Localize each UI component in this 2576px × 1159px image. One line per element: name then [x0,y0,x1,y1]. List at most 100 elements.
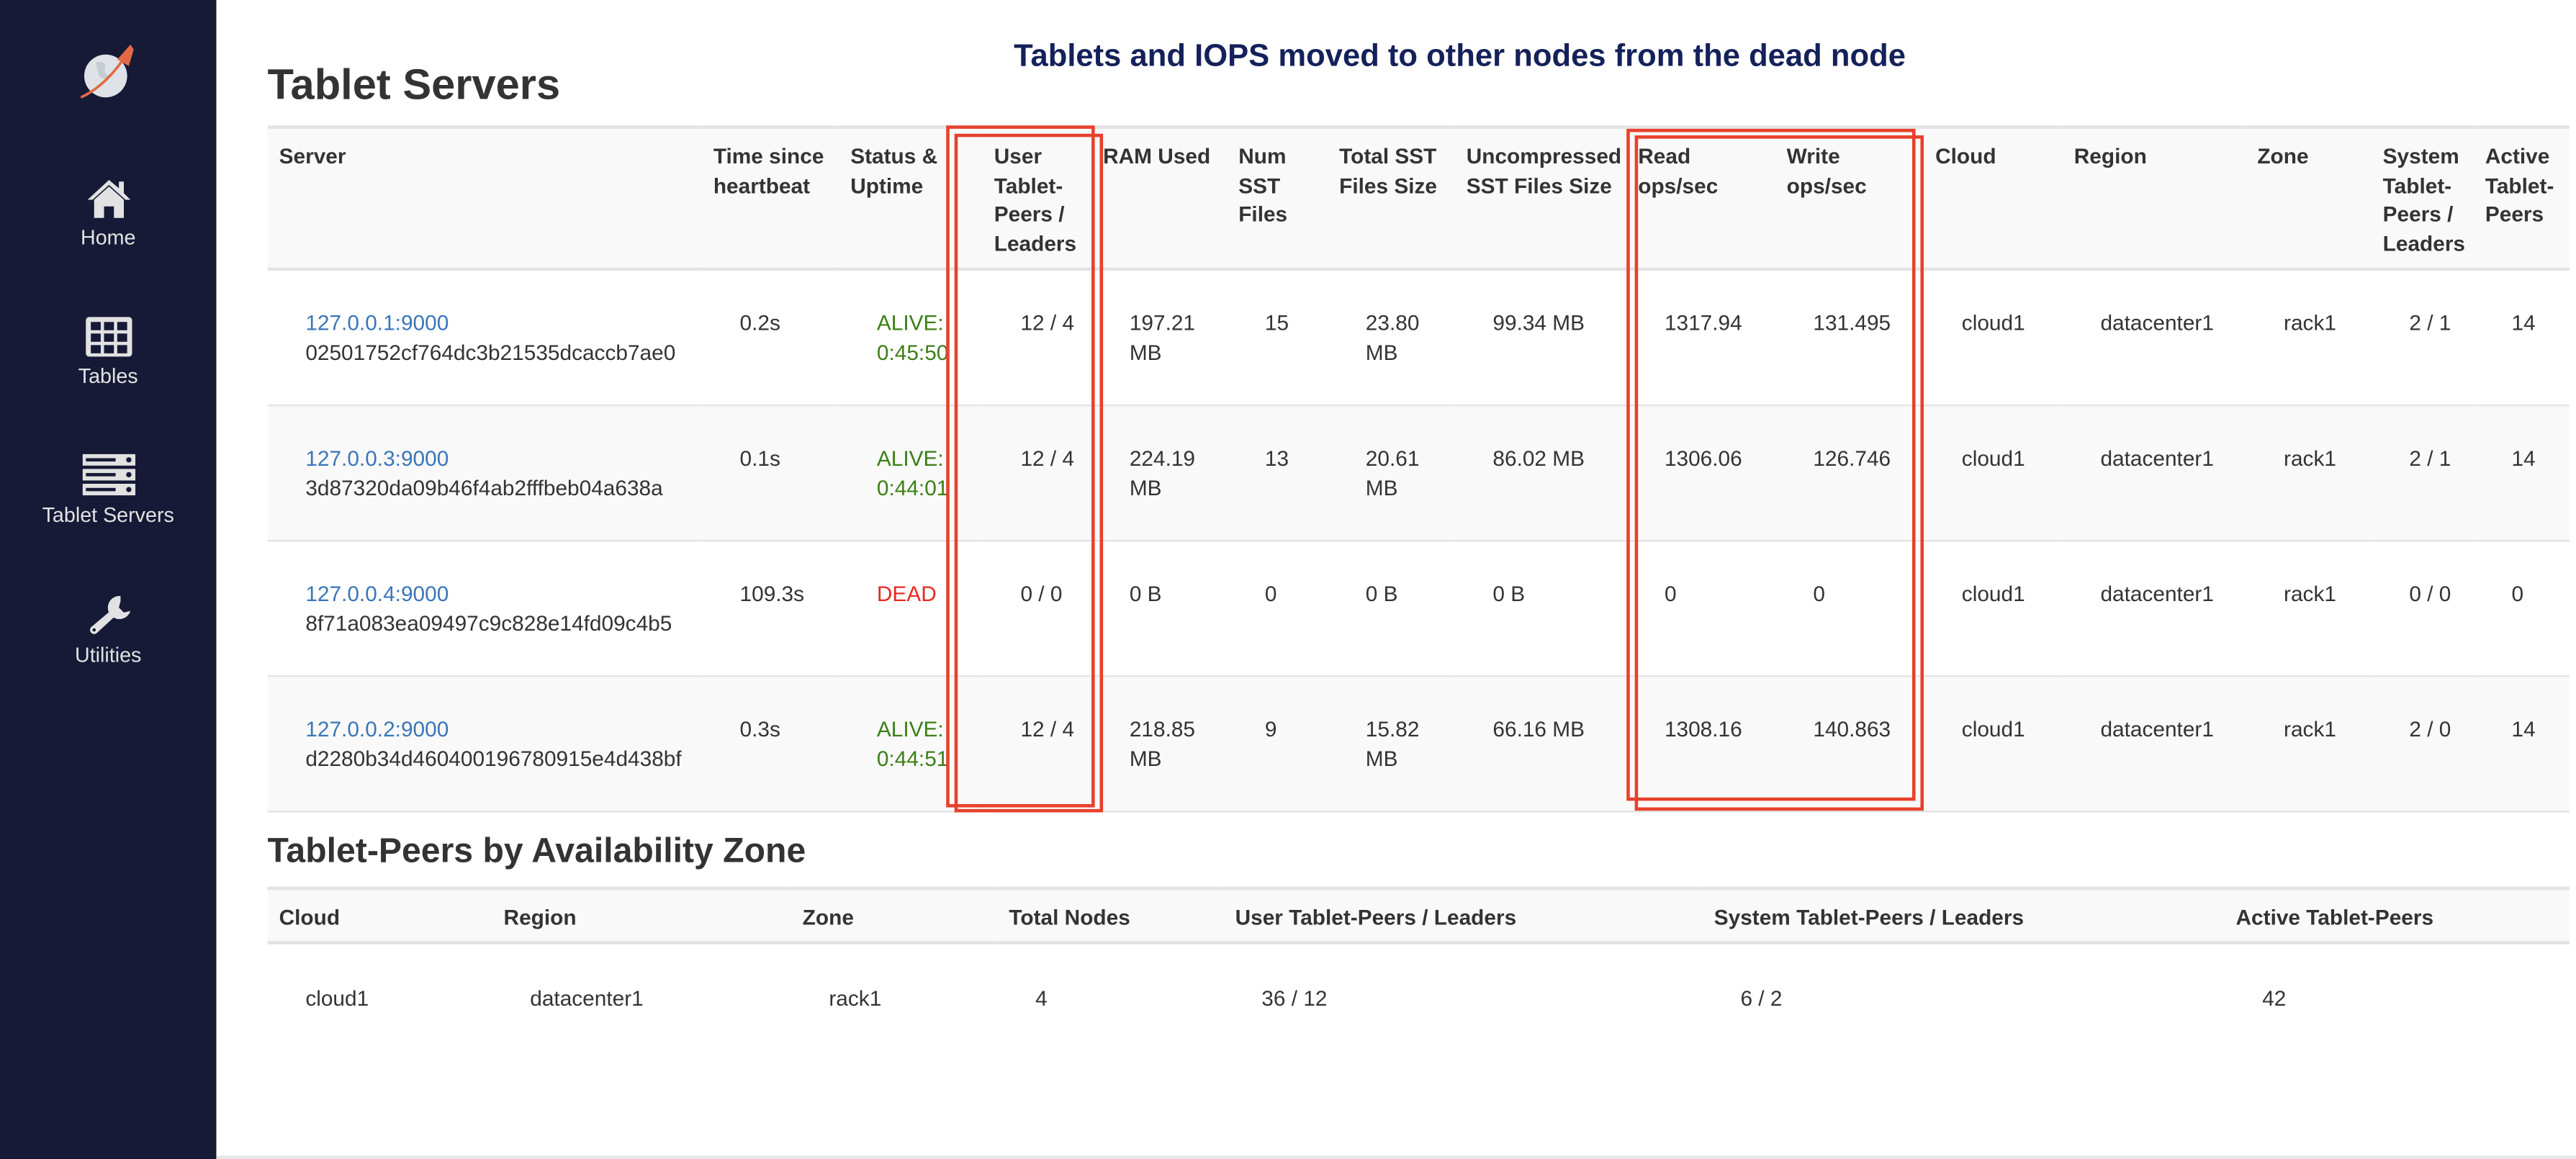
table-row: 127.0.0.4:9000 8f71a083ea09497c9c828e14fd… [267,541,2570,677]
column-header[interactable]: Cloud [1924,125,2063,271]
zone-cell: rack1 [2246,269,2372,407]
column-header[interactable]: Zone [2246,125,2372,271]
sys-peers-cell: 0 / 0 [2371,541,2474,677]
sidebar-item-tables[interactable]: Tables [0,315,216,388]
server-link[interactable]: 127.0.0.4:9000 [305,581,449,606]
status-badge: ALIVE: [876,446,944,471]
table-row: 127.0.0.2:9000 d2280b34d460400196780915e4… [267,676,2570,813]
home-icon [86,180,130,218]
sys-peers-cell: 2 / 0 [2371,676,2474,813]
total-sst-cell: 20.61 MB [1328,405,1455,542]
server-link[interactable]: 127.0.0.2:9000 [305,716,449,741]
num-sst-cell: 15 [1227,269,1328,407]
server-cell: 127.0.0.3:9000 3d87320da09b46f4ab2fffbeb0… [267,405,702,542]
sidebar-item-utilities[interactable]: Utilities [0,595,216,667]
status-badge: ALIVE: [876,310,944,335]
az-cell: 6 / 2 [1740,986,1783,1011]
server-cell: 127.0.0.2:9000 d2280b34d460400196780915e4… [267,676,702,813]
zone-cell: rack1 [2246,405,2372,542]
status-cell: ALIVE: 0:45:50 [839,269,983,407]
column-header[interactable]: Server [267,125,702,271]
status-cell: ALIVE: 0:44:51 [839,676,983,813]
az-cell: cloud1 [305,986,369,1011]
status-badge: ALIVE: [876,716,944,741]
cloud-cell: cloud1 [1924,676,2063,813]
user-peers-cell: 12 / 4 [982,676,1092,813]
az-cell: rack1 [829,986,882,1011]
column-header: System Tablet-Peers / Leaders [1702,886,2225,944]
active-peers-cell: 14 [2473,269,2570,407]
tablet-servers-table: Server Time since heartbeat Status & Uptim… [267,125,2570,813]
column-header[interactable]: Active Tablet-Peers [2473,125,2570,271]
logo-icon[interactable] [76,40,143,106]
column-header: Zone [791,886,998,944]
column-header[interactable]: Num SST Files [1227,125,1328,271]
sidebar: Home Tables Tablet Servers Utilities [0,0,217,1159]
wrench-icon [89,595,130,634]
active-peers-cell: 0 [2473,541,2570,677]
horizontal-scrollbar[interactable] [216,1155,2576,1159]
status-cell: DEAD [839,541,983,677]
heartbeat-cell: 109.3s [701,541,839,677]
cloud-cell: cloud1 [1924,405,2063,542]
ram-cell: 197.21 MB [1091,269,1228,407]
region-cell: datacenter1 [2062,676,2246,813]
write-ops-cell: 0 [1775,541,1924,677]
column-header[interactable]: Uncompressed SST Files Size [1454,125,1627,271]
table-header-row: Server Time since heartbeat Status & Uptim… [267,125,2570,271]
total-sst-cell: 23.80 MB [1328,269,1455,407]
table-row: 127.0.0.1:9000 02501752cf764dc3b21535dcac… [267,269,2570,407]
region-cell: datacenter1 [2062,541,2246,677]
user-peers-cell: 12 / 4 [982,269,1092,407]
uncomp-sst-cell: 66.16 MB [1454,676,1627,813]
page-title: Tablet Servers [267,59,561,109]
sidebar-item-home[interactable]: Home [0,176,216,249]
uncomp-sst-cell: 99.34 MB [1454,269,1627,407]
server-link[interactable]: 127.0.0.3:9000 [305,446,449,471]
server-link[interactable]: 127.0.0.1:9000 [305,310,449,335]
uncomp-sst-cell: 86.02 MB [1454,405,1627,542]
table-header-row: Cloud Region Zone Total Nodes User Tablet-Pe… [267,886,2570,944]
az-cell: datacenter1 [530,986,644,1011]
column-header[interactable]: RAM Used [1091,125,1228,271]
column-header[interactable]: Read ops/sec [1626,125,1775,271]
server-cell: 127.0.0.4:9000 8f71a083ea09497c9c828e14fd… [267,541,702,677]
region-cell: datacenter1 [2062,269,2246,407]
server-stack-icon [81,454,135,496]
read-ops-cell: 1308.16 [1626,676,1775,813]
table-row: cloud1 datacenter1 rack1 4 36 / 12 6 / 2 42 [268,943,2570,1027]
read-ops-cell: 1306.06 [1626,405,1775,542]
column-header[interactable]: User Tablet-Peers / Leaders [982,125,1092,271]
column-header[interactable]: System Tablet-Peers / Leaders [2371,125,2474,271]
column-header[interactable]: Region [2062,125,2246,271]
column-header[interactable]: Status & Uptime [839,125,983,271]
read-ops-cell: 0 [1626,541,1775,677]
column-header: Region [492,886,791,944]
server-uuid: d2280b34d460400196780915e4d438bf [305,746,682,772]
az-cell: 4 [1035,986,1048,1011]
total-sst-cell: 15.82 MB [1328,676,1455,813]
cloud-cell: cloud1 [1924,269,2063,407]
sidebar-item-label: Home [80,226,136,250]
uptime: 0:45:50 [876,340,949,365]
sidebar-item-label: Tablet Servers [42,503,174,527]
sidebar-item-label: Tables [78,364,138,388]
active-peers-cell: 14 [2473,676,2570,813]
server-uuid: 02501752cf764dc3b21535dcaccb7ae0 [305,340,676,365]
column-header: Total Nodes [997,886,1224,944]
write-ops-cell: 126.746 [1775,405,1924,542]
heartbeat-cell: 0.3s [701,676,839,813]
column-header[interactable]: Total SST Files Size [1328,125,1455,271]
active-peers-cell: 14 [2473,405,2570,542]
ram-cell: 224.19 MB [1091,405,1228,542]
heartbeat-cell: 0.1s [701,405,839,542]
column-header[interactable]: Write ops/sec [1775,125,1924,271]
sidebar-item-tablet-servers[interactable]: Tablet Servers [0,454,216,527]
num-sst-cell: 9 [1227,676,1328,813]
column-header[interactable]: Time since heartbeat [701,125,839,271]
zone-cell: rack1 [2246,676,2372,813]
server-uuid: 8f71a083ea09497c9c828e14fd09c4b5 [305,610,672,636]
status-cell: ALIVE: 0:44:01 [839,405,983,542]
column-header: Cloud [267,886,492,944]
